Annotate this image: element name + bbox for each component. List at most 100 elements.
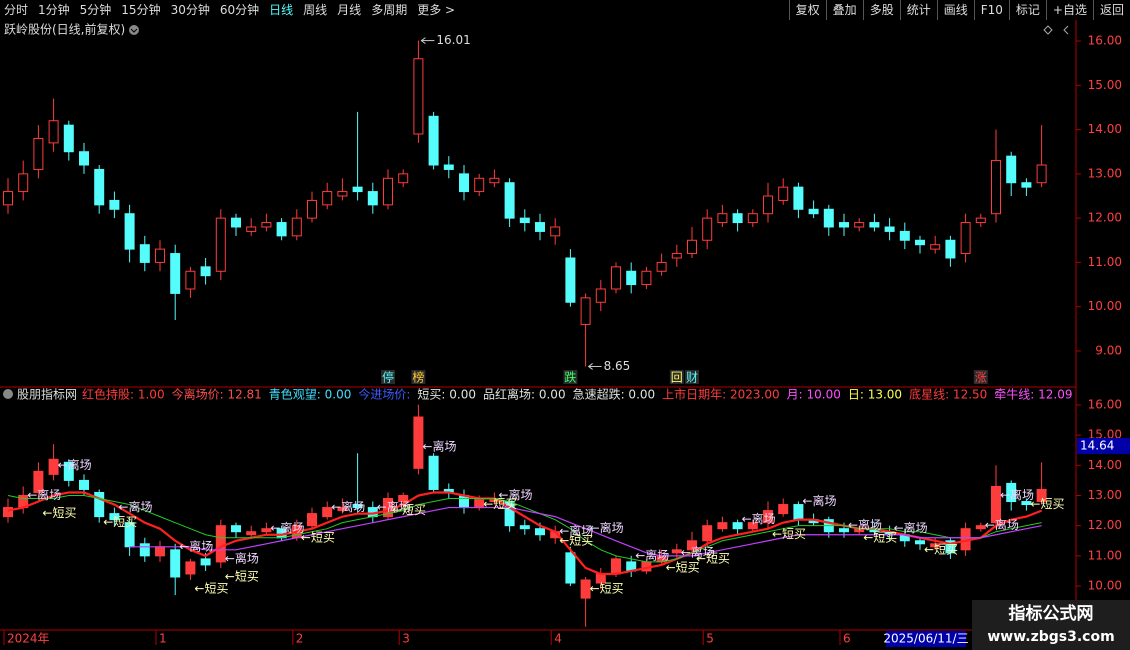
diamond-icon[interactable] — [1043, 25, 1053, 35]
event-box — [669, 370, 684, 384]
candle-body — [322, 507, 333, 518]
period-tab[interactable]: 30分钟 — [170, 3, 210, 17]
period-tabs: 分时 1分钟 5分钟 15分钟 30分钟 60分钟 日线 周线 月线 多周期 更多 > — [0, 0, 455, 20]
extreme-arrowhead — [420, 37, 426, 44]
period-tab[interactable]: 更多 > — [417, 3, 456, 17]
candle-body — [899, 230, 910, 241]
signal-label: ←离场 — [985, 517, 1019, 532]
candle-body — [413, 416, 424, 469]
event-box — [411, 370, 426, 384]
candle-body — [565, 257, 576, 303]
x-tick-label: 5 — [706, 632, 714, 646]
tool-button[interactable]: 叠加 — [825, 0, 863, 20]
candle-body — [945, 540, 956, 554]
candle-body — [215, 217, 226, 272]
cursor-date: 2025/06/11/三 — [883, 632, 968, 646]
period-tab[interactable]: 1分钟 — [38, 3, 70, 17]
chart-title: 跃岭股份(日线,前复权) — [4, 22, 125, 37]
candle-body — [200, 266, 211, 277]
candle-body — [535, 528, 545, 536]
tool-button[interactable]: 复权 — [788, 0, 826, 20]
candle-body — [63, 461, 74, 481]
candle-body — [763, 195, 773, 215]
title-menu-icon[interactable] — [129, 25, 139, 35]
candle-body — [170, 549, 181, 578]
candle-body — [991, 160, 1001, 215]
y-tick-label: 12.00 — [1088, 211, 1122, 225]
indicator-line — [129, 506, 1042, 557]
candle-body — [656, 261, 667, 272]
candle-body — [1036, 164, 1047, 184]
candle-body — [687, 239, 697, 255]
tool-button[interactable]: 统计 — [899, 0, 937, 20]
event-label: 停 — [382, 370, 394, 385]
candle-body — [155, 248, 165, 263]
candle-body — [732, 213, 743, 224]
signal-label: ←离场 — [742, 511, 776, 526]
candle-body — [580, 297, 591, 325]
period-tab[interactable]: 多周期 — [371, 3, 408, 17]
y-tick-label: 9.00 — [1095, 343, 1122, 357]
legend-item: 今进场价: — [358, 387, 410, 402]
candle-body — [63, 124, 74, 153]
indicator-legend: 红色持股: 1.00 今离场价: 12.81 青色观望: 0.00 今进场价: 短买: … — [82, 387, 1073, 402]
indicator-menu-icon[interactable] — [3, 389, 13, 399]
signal-label: ←离场 — [590, 520, 624, 535]
candle-body — [109, 513, 120, 521]
period-tab[interactable]: 月线 — [337, 3, 362, 17]
event-label: 财 — [686, 371, 698, 385]
candle-body — [595, 288, 606, 303]
tool-button[interactable]: 标记 — [1008, 0, 1046, 20]
candle-body — [337, 507, 348, 512]
period-tab[interactable]: 周线 — [303, 3, 328, 17]
price-marker-box — [1077, 437, 1130, 454]
candle-body — [489, 177, 500, 184]
candle-body — [611, 558, 621, 575]
candle-body — [79, 479, 89, 490]
x-tick-label: 2 — [296, 632, 304, 646]
candle-body — [975, 217, 986, 224]
candle-body — [18, 173, 29, 193]
x-tick-label: 4 — [554, 632, 562, 646]
signal-label: ←离场 — [498, 487, 532, 502]
event-label: 榜 — [412, 370, 424, 385]
candle-body — [231, 217, 241, 228]
signal-label: ←离场 — [377, 499, 411, 514]
period-tab[interactable]: 分时 — [4, 3, 29, 17]
candle-body — [246, 226, 257, 232]
tool-button[interactable]: 多股 — [862, 0, 900, 20]
tool-button[interactable]: 画线 — [936, 0, 974, 20]
candle-body — [687, 540, 697, 551]
candle-body — [991, 485, 1001, 524]
period-tab[interactable]: 15分钟 — [121, 3, 161, 17]
extreme-label: 8.65 — [604, 359, 631, 373]
y-tick-label: 16.00 — [1088, 397, 1122, 411]
candle-body — [1036, 488, 1047, 503]
legend-item: 青色观望: 0.00 — [269, 388, 352, 402]
candle-body — [33, 470, 44, 493]
candle-body — [48, 458, 59, 475]
price-marker-label: 14.64 — [1080, 438, 1114, 452]
candle-body — [124, 213, 135, 250]
x-tick-label: 3 — [402, 632, 410, 646]
signal-label: ←离场 — [118, 499, 152, 514]
tool-buttons: 复权 叠加 多股 统计 画线 F10 标记 +自选 返回 — [788, 0, 1130, 20]
candle-body — [869, 222, 880, 228]
candle-body — [626, 270, 637, 286]
candle-body — [702, 525, 713, 542]
period-tab[interactable]: 日线 — [269, 3, 294, 17]
candle-body — [352, 504, 363, 509]
tool-button[interactable]: 返回 — [1092, 0, 1130, 20]
candle-body — [565, 552, 576, 584]
tool-button[interactable]: F10 — [973, 0, 1009, 20]
period-tab[interactable]: 5分钟 — [79, 3, 112, 17]
candle-body — [808, 208, 819, 215]
candle-body — [535, 222, 545, 232]
watermark-url: www.zbgs3.com — [987, 629, 1114, 645]
candle-body — [702, 217, 713, 241]
period-tab[interactable]: 60分钟 — [219, 3, 260, 17]
collapse-icon[interactable] — [1063, 25, 1069, 35]
tool-button[interactable]: +自选 — [1045, 0, 1093, 20]
candle-body — [717, 213, 728, 224]
